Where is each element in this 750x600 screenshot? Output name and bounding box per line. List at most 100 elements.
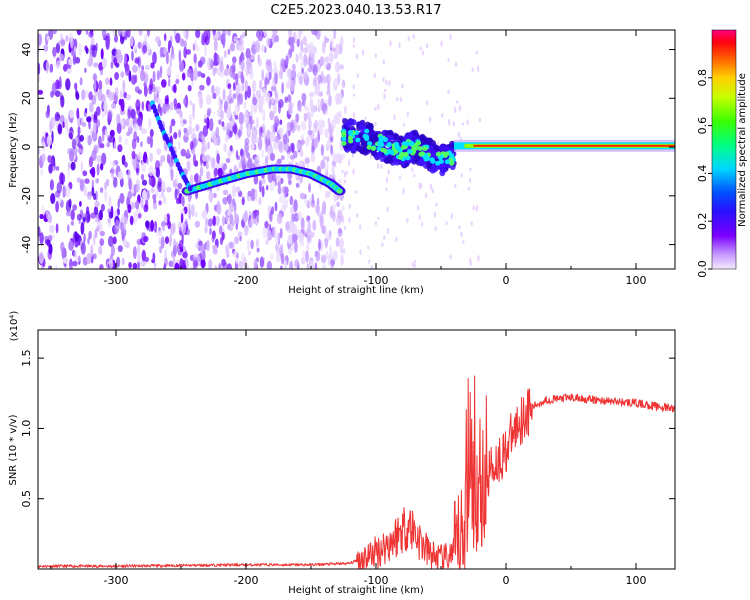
noise-cell xyxy=(300,217,305,231)
turbulent-band-peak xyxy=(341,141,347,146)
noise-cell xyxy=(204,118,208,124)
noise-cell xyxy=(45,110,50,119)
noise-cell xyxy=(70,161,76,171)
noise-cell xyxy=(301,100,305,107)
noise-cell xyxy=(180,148,187,157)
noise-cell xyxy=(398,176,402,180)
noise-cell xyxy=(38,251,45,264)
noise-cell xyxy=(307,111,311,120)
noise-cell xyxy=(179,208,185,217)
noise-cell xyxy=(281,204,287,213)
turbulent-band-cell xyxy=(443,145,450,153)
noise-cell xyxy=(259,256,264,268)
noise-cell xyxy=(152,252,156,262)
noise-cell xyxy=(191,80,195,87)
noise-cell xyxy=(298,75,303,85)
noise-cell xyxy=(296,141,301,151)
noise-cell xyxy=(130,183,135,194)
noise-cell xyxy=(237,129,242,138)
noise-cell xyxy=(99,264,104,269)
noise-cell xyxy=(299,139,305,145)
noise-cell xyxy=(145,199,149,209)
noise-cell xyxy=(194,39,198,50)
noise-cell xyxy=(57,197,63,204)
noise-cell xyxy=(244,80,248,93)
noise-cell xyxy=(79,134,84,142)
noise-cell xyxy=(261,69,265,81)
noise-cell xyxy=(472,205,475,211)
noise-cell xyxy=(221,121,225,128)
noise-cell xyxy=(303,112,308,122)
noise-cell xyxy=(330,37,334,49)
noise-cell xyxy=(212,67,218,74)
noise-cell xyxy=(396,97,399,102)
noise-cell xyxy=(323,75,327,85)
colorbar-tick-label: 0.2 xyxy=(696,212,709,230)
noise-cell xyxy=(352,93,356,97)
noise-cell xyxy=(338,91,343,105)
noise-cell xyxy=(155,86,161,94)
noise-cell xyxy=(212,215,217,227)
noise-cell xyxy=(329,230,332,237)
noise-cell xyxy=(265,77,270,85)
noise-cell xyxy=(200,153,203,167)
noise-cell xyxy=(321,41,326,54)
noise-cell xyxy=(280,252,285,265)
noise-cell xyxy=(150,187,155,193)
noise-cell xyxy=(279,227,283,239)
noise-cell xyxy=(130,202,136,210)
noise-cell xyxy=(339,110,342,118)
noise-cell xyxy=(254,188,258,202)
noise-cell xyxy=(276,212,283,225)
noise-cell xyxy=(120,71,125,78)
noise-cell xyxy=(280,155,285,161)
turbulent-band-peak xyxy=(449,153,455,158)
turbulent-band-peak xyxy=(442,152,448,158)
noise-cell xyxy=(161,180,166,192)
noise-cell xyxy=(165,51,169,65)
noise-cell xyxy=(324,190,330,199)
noise-cell xyxy=(62,121,65,129)
noise-cell xyxy=(199,243,206,253)
noise-cell xyxy=(168,159,174,168)
noise-cell xyxy=(238,84,243,95)
noise-cell xyxy=(258,197,262,206)
noise-cell xyxy=(235,258,239,264)
turbulent-band-cell xyxy=(355,145,362,152)
noise-cell xyxy=(449,254,452,260)
turbulent-band-peak xyxy=(405,155,411,161)
noise-cell xyxy=(266,37,271,47)
noise-cell xyxy=(51,30,57,35)
colorbar-ticks: 0.0 0.2 0.4 0.6 0.8 xyxy=(696,69,712,278)
noise-cell xyxy=(241,253,246,263)
noise-cell xyxy=(206,107,212,115)
noise-cell xyxy=(170,118,176,127)
noise-cell xyxy=(278,99,284,108)
noise-cell xyxy=(247,61,253,75)
noise-cell xyxy=(290,69,297,80)
noise-cell xyxy=(108,235,114,248)
noise-cell xyxy=(449,33,452,41)
noise-cell xyxy=(229,43,236,52)
noise-cell xyxy=(325,161,329,172)
noise-cell xyxy=(273,141,279,150)
snr-ticks: -300 -200 -100 0 100 0.5 1.0 1.5 xyxy=(20,330,675,587)
noise-cell xyxy=(157,103,161,113)
spectrogram-y-axis-label: Frequency (Hz) xyxy=(8,112,19,188)
noise-cell xyxy=(319,215,324,229)
noise-cell xyxy=(46,135,53,147)
noise-cell xyxy=(249,117,253,130)
turbulent-band-peak xyxy=(378,135,384,141)
noise-cell xyxy=(211,230,216,240)
noise-cell xyxy=(202,249,206,262)
noise-cell xyxy=(98,209,103,221)
noise-cell xyxy=(205,94,212,105)
noise-cell xyxy=(96,221,103,233)
noise-cell xyxy=(232,184,236,198)
noise-cell xyxy=(167,220,171,230)
noise-cell xyxy=(291,214,296,223)
noise-cell xyxy=(106,260,109,269)
noise-cell xyxy=(383,93,386,100)
noise-cell xyxy=(319,56,324,67)
noise-cell xyxy=(310,56,316,66)
